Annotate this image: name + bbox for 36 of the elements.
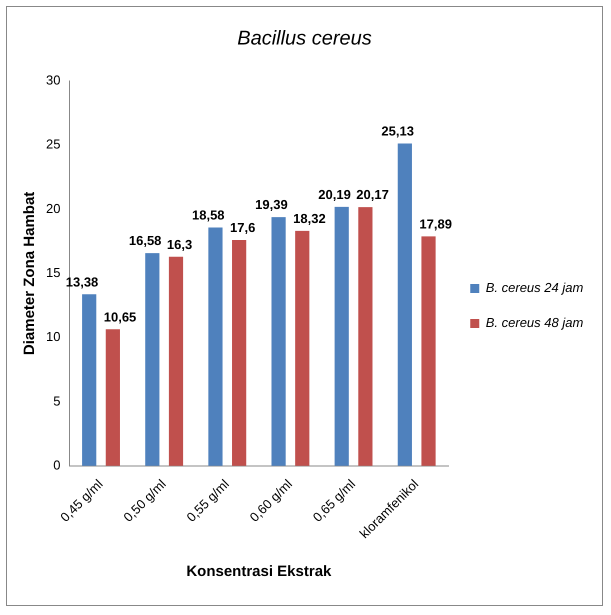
bar [295, 230, 310, 466]
y-tick-label: 20 [46, 200, 60, 216]
data-label: 16,58 [128, 233, 162, 248]
bar [358, 207, 372, 466]
bar [271, 217, 286, 466]
legend-label: B. cereus 24 jam [486, 280, 584, 296]
bar [106, 329, 120, 466]
data-label: 17,6 [230, 220, 256, 236]
bar [232, 240, 246, 466]
bar [334, 206, 349, 466]
x-axis-title: Konsentrasi Ekstrak [186, 563, 332, 580]
bar [398, 143, 412, 466]
data-label: 20,19 [318, 186, 351, 202]
y-tick-label: 5 [53, 393, 60, 408]
data-label: 10,65 [104, 309, 136, 324]
y-axis-title: Diameter Zona Hambat [21, 192, 38, 356]
data-label: 20,17 [356, 187, 389, 202]
bar [208, 227, 223, 466]
bar [421, 236, 436, 466]
bar [82, 294, 96, 466]
data-label: 13,38 [66, 274, 98, 290]
data-label: 16,3 [166, 236, 192, 252]
y-tick-label: 30 [46, 72, 60, 88]
bar [145, 253, 160, 466]
data-label: 17,89 [419, 216, 452, 232]
bar [168, 256, 184, 466]
y-tick-label: 10 [46, 329, 60, 344]
legend-label: B. cereus 48 jam [486, 315, 584, 330]
y-tick-label: 25 [46, 136, 60, 152]
data-label: 19,39 [255, 197, 288, 212]
data-label: 25,13 [381, 124, 414, 139]
chart-title: Bacillus cereus [237, 28, 372, 50]
data-label: 18,58 [192, 208, 225, 223]
y-tick-label: 0 [53, 457, 60, 472]
data-label: 18,32 [293, 210, 326, 226]
y-tick-label: 15 [46, 264, 60, 280]
